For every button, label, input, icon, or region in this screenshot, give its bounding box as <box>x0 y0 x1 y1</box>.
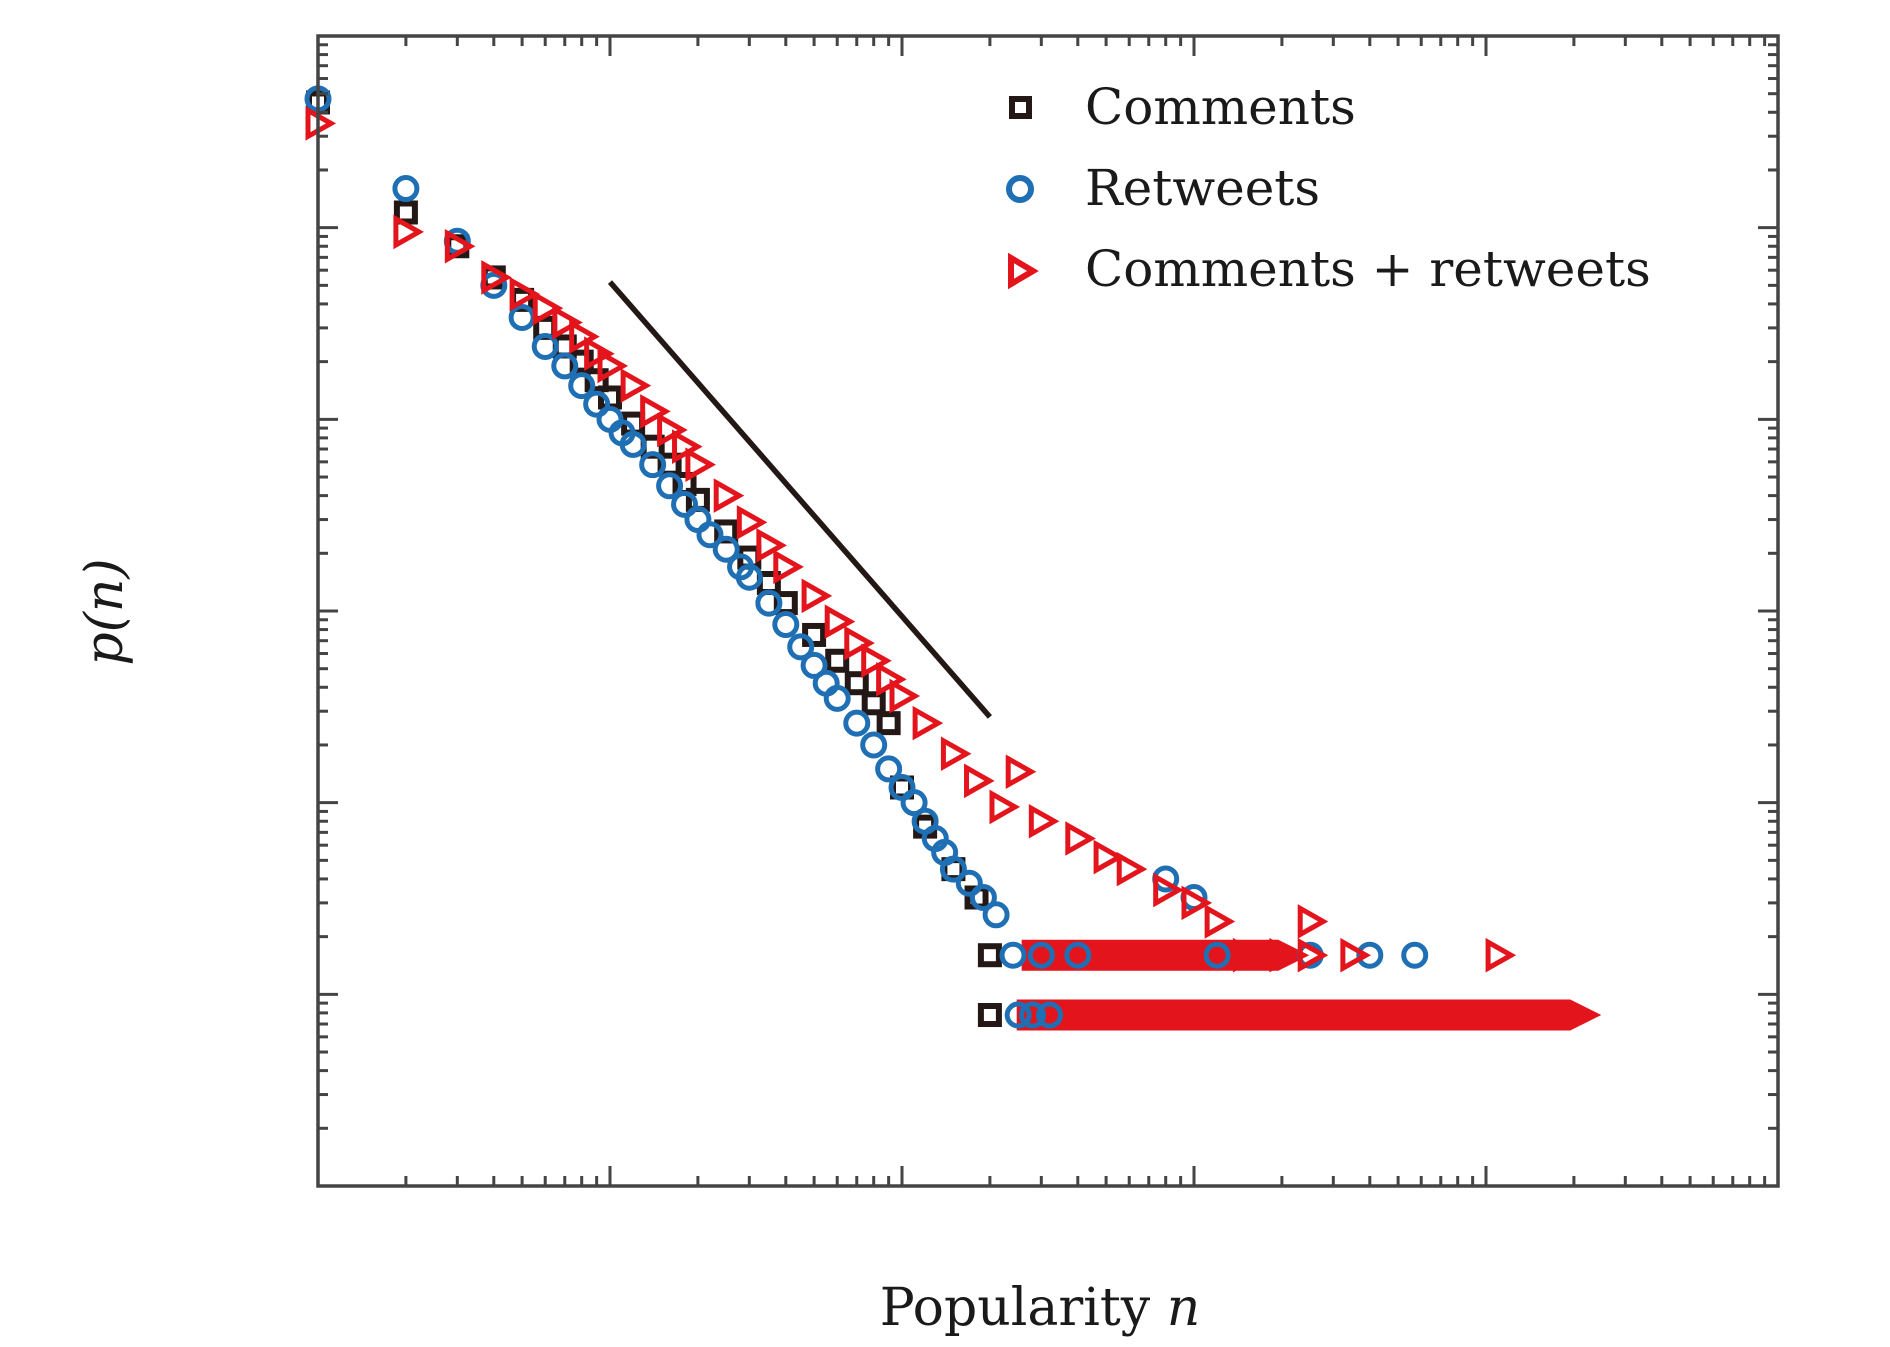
point-retweets <box>1036 1001 1064 1029</box>
point-comments-retweets <box>801 578 833 614</box>
point-retweets <box>875 755 903 783</box>
point-comments-retweets <box>1485 937 1517 973</box>
axis-ticks <box>316 34 1780 1188</box>
x-axis-title: Popularity n <box>880 1278 1200 1338</box>
point-comments-retweets <box>756 528 787 563</box>
point-comments <box>844 671 869 696</box>
point-comments-retweets <box>620 368 652 403</box>
point-comments-retweets <box>940 736 972 772</box>
point-retweets <box>639 451 667 479</box>
point-comments-retweets <box>657 412 688 448</box>
point-comments-retweets <box>1005 754 1037 790</box>
point-comments <box>977 943 1002 968</box>
legend-label-comments: Comments <box>1085 78 1356 136</box>
point-retweets <box>939 855 967 883</box>
legend-label-retweets: Retweets <box>1085 159 1320 217</box>
point-retweets <box>1019 1001 1047 1029</box>
point-comments-retweets <box>509 276 541 312</box>
point-comments-retweets <box>481 260 512 295</box>
point-retweets <box>1004 1001 1032 1029</box>
point-retweets <box>787 633 815 661</box>
legend-marker-comments-retweets <box>1008 252 1039 290</box>
point-retweets <box>712 535 740 563</box>
point-comments-retweets <box>964 763 995 799</box>
legend: Comments Retweets Comments + retweets <box>1006 78 1651 298</box>
y-axis-title: p(n) <box>75 558 135 665</box>
point-retweets <box>696 521 724 549</box>
point-retweets <box>955 869 983 897</box>
point-retweets <box>392 175 420 203</box>
point-retweets <box>583 390 611 418</box>
point-retweets <box>800 651 828 679</box>
point-comments-retweets <box>1093 839 1125 875</box>
point-comments-retweets <box>1028 803 1060 839</box>
point-comments-retweets <box>1232 937 1264 973</box>
point-retweets <box>531 332 559 360</box>
point-retweets <box>568 372 596 400</box>
point-retweets <box>551 352 579 380</box>
point-comments-retweets <box>1181 885 1213 921</box>
point-comments-retweets <box>597 348 629 384</box>
point-comments-retweets <box>912 705 944 741</box>
point-comments-retweets <box>989 789 1021 825</box>
point-retweets <box>843 709 871 737</box>
point-comments-retweets <box>1297 904 1329 939</box>
point-comments-retweets <box>736 505 768 540</box>
dense-band <box>1016 999 1602 1031</box>
point-retweets <box>860 731 888 759</box>
point-comments <box>977 1003 1002 1028</box>
legend-marker-comments <box>1009 96 1032 119</box>
point-comments-retweets <box>824 604 856 639</box>
legend-marker-retweets <box>1006 175 1034 203</box>
point-retweets <box>1027 941 1055 969</box>
point-comments-retweets <box>393 214 424 250</box>
data-marks <box>304 85 1602 1031</box>
point-comments-retweets <box>844 625 875 661</box>
point-comments-retweets <box>640 394 671 429</box>
point-retweets <box>1356 941 1384 969</box>
point-comments-retweets <box>861 643 892 679</box>
point-retweets <box>735 563 763 591</box>
point-comments <box>861 691 886 716</box>
point-comments-retweets <box>1065 821 1096 856</box>
point-retweets <box>671 490 699 518</box>
point-comments-retweets <box>773 549 804 585</box>
x-axis-title-variable: n <box>1167 1278 1201 1338</box>
reference-line <box>607 280 992 719</box>
point-retweets <box>1401 941 1429 969</box>
point-comments-retweets <box>1297 937 1329 973</box>
point-comments-retweets <box>685 447 716 482</box>
point-comments-retweets <box>1269 937 1300 973</box>
point-retweets <box>1203 941 1231 969</box>
point-comments-retweets <box>713 478 745 513</box>
point-comments-retweets <box>1340 937 1371 973</box>
point-comments-retweets <box>1153 872 1184 908</box>
x-axis-title-text: Popularity <box>880 1278 1151 1338</box>
point-retweets <box>656 472 684 500</box>
point-comments-retweets <box>889 678 921 714</box>
point-retweets <box>982 901 1010 929</box>
point-retweets <box>619 430 647 458</box>
point-comments <box>584 368 609 393</box>
point-retweets <box>999 941 1027 969</box>
point-comments-retweets <box>532 290 564 326</box>
point-comments <box>825 648 850 673</box>
point-comments <box>876 711 901 736</box>
point-retweets <box>969 884 997 912</box>
point-comments-retweets <box>569 319 600 354</box>
point-comments-retweets <box>1204 904 1236 939</box>
reference-line-group <box>607 280 992 719</box>
point-comments-retweets <box>444 228 476 264</box>
point-comments-retweets <box>1116 851 1148 887</box>
legend-label-comments-retweets: Comments + retweets <box>1085 240 1651 298</box>
point-retweets <box>772 611 800 639</box>
point-retweets <box>823 684 851 712</box>
point-comments-retweets <box>552 305 583 340</box>
point-retweets <box>755 589 783 617</box>
point-retweets <box>1064 941 1092 969</box>
point-comments <box>393 200 418 225</box>
